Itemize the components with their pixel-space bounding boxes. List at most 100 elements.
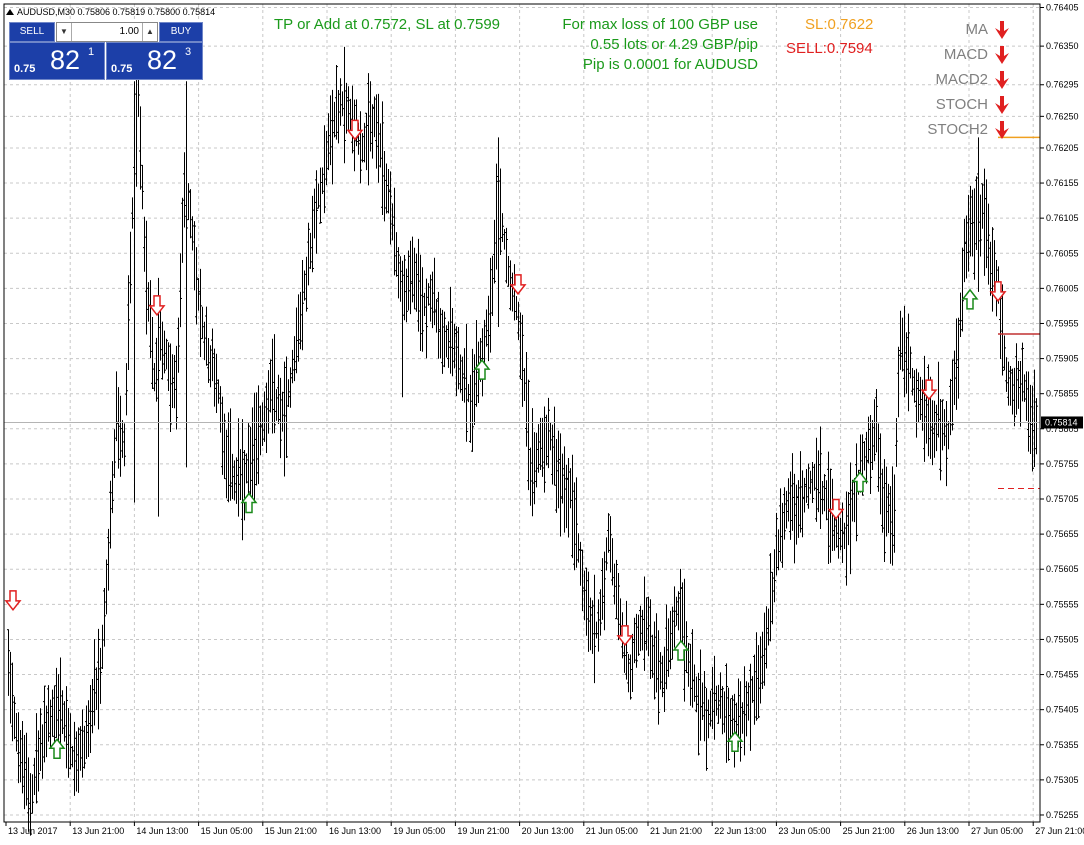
ohlc-bar xyxy=(605,537,608,571)
ohlc-bar xyxy=(651,634,654,678)
ohlc-bar xyxy=(1011,368,1014,415)
ohlc-bar xyxy=(999,288,1002,359)
ohlc-bar xyxy=(427,283,430,306)
ohlc-bar xyxy=(305,256,308,312)
ohlc-bar xyxy=(31,774,34,814)
sell-price-button[interactable]: 0.75 82 1 xyxy=(9,42,105,80)
ohlc-bar xyxy=(441,309,444,374)
risk-note-line2: 0.55 lots or 4.29 GBP/pip xyxy=(590,36,758,53)
ohlc-bar xyxy=(161,321,164,380)
chevron-up-icon[interactable]: ▲ xyxy=(142,23,157,41)
ohlc-bar xyxy=(785,490,788,529)
ohlc-bar xyxy=(91,678,94,734)
ohlc-bar xyxy=(351,85,354,154)
ohlc-bar xyxy=(445,325,448,358)
ohlc-bar xyxy=(585,567,588,636)
ohlc-bar xyxy=(963,218,966,283)
lot-size-value[interactable]: 1.00 xyxy=(119,26,139,37)
buy-signal-arrow-icon xyxy=(851,471,869,493)
ohlc-bar xyxy=(633,617,636,664)
ohlc-bar xyxy=(781,502,784,568)
ohlc-bar xyxy=(181,197,184,263)
ohlc-bar xyxy=(803,477,806,513)
ohlc-bar xyxy=(399,256,402,302)
ohlc-bar xyxy=(715,685,718,716)
ohlc-bar xyxy=(941,399,944,451)
sell-button[interactable]: SELL xyxy=(9,22,55,42)
y-tick-label: 0.75705 xyxy=(1046,494,1079,504)
ohlc-bar xyxy=(167,342,170,392)
ohlc-bar xyxy=(109,480,112,549)
y-tick-label: 0.76155 xyxy=(1046,178,1079,188)
ohlc-bar xyxy=(1017,361,1020,409)
ohlc-bar xyxy=(965,215,968,279)
ohlc-bar xyxy=(565,464,568,529)
ohlc-bar xyxy=(459,354,462,393)
ohlc-bar xyxy=(11,662,14,742)
chevron-down-icon[interactable]: ▼ xyxy=(57,23,72,41)
x-tick-label: 27 Jun 05:00 xyxy=(971,826,1023,836)
ohlc-bar xyxy=(643,576,646,671)
symbol-header: AUDUSD,M30 0.75806 0.75819 0.75800 0.758… xyxy=(6,7,215,17)
ohlc-bar xyxy=(153,363,156,392)
x-tick-label: 19 Jun 05:00 xyxy=(393,826,445,836)
ohlc-bar xyxy=(891,466,894,566)
collapse-triangle-icon[interactable] xyxy=(6,9,14,15)
buy-price-button[interactable]: 0.75 82 3 xyxy=(106,42,203,80)
ohlc-bar xyxy=(495,163,498,270)
ohlc-bar xyxy=(25,732,28,806)
ohlc-bar xyxy=(991,227,994,312)
ohlc-bar xyxy=(969,185,972,257)
ohlc-bar xyxy=(371,104,374,159)
ohlc-bar xyxy=(159,309,162,361)
ohlc-bar xyxy=(103,588,106,647)
lot-size-stepper[interactable]: ▼ 1.00 ▲ xyxy=(56,22,158,42)
ohlc-bar xyxy=(949,378,952,436)
ohlc-bar xyxy=(867,416,870,464)
ohlc-bar xyxy=(943,409,946,446)
ohlc-bar xyxy=(315,170,318,254)
ohlc-bar xyxy=(319,167,322,224)
ohlc-bar xyxy=(795,484,798,545)
x-tick-label: 20 Jun 13:00 xyxy=(522,826,574,836)
ohlc-bar xyxy=(789,471,792,540)
time-axis: 13 Jun 2017 13 Jun 21:00 14 Jun 13:00 15 Ju… xyxy=(5,822,1084,836)
ohlc-bar xyxy=(37,730,40,792)
ohlc-bar xyxy=(165,338,168,370)
ohlc-bar xyxy=(779,488,782,562)
ohlc-bar xyxy=(369,81,372,152)
sell-signal-arrow-icon xyxy=(346,119,364,141)
buy-button[interactable]: BUY xyxy=(159,22,203,42)
ohlc-bar xyxy=(601,558,604,620)
ohlc-bar xyxy=(267,370,270,434)
ohlc-bar xyxy=(725,663,728,763)
ohlc-bar xyxy=(23,735,26,810)
ohlc-bar xyxy=(631,633,634,693)
ohlc-bar xyxy=(73,721,76,796)
ohlc-bar xyxy=(491,255,494,316)
ohlc-bar xyxy=(689,643,692,706)
ohlc-bar xyxy=(189,189,192,239)
ohlc-bar xyxy=(945,400,948,487)
ohlc-bar xyxy=(673,586,676,648)
buy-price-pipette: 3 xyxy=(185,46,192,58)
ohlc-bar xyxy=(95,667,98,710)
ohlc-bar xyxy=(235,457,238,504)
ohlc-bar xyxy=(545,414,548,466)
y-tick-label: 0.75655 xyxy=(1046,529,1079,539)
ohlc-bar xyxy=(823,474,826,512)
ohlc-bar xyxy=(421,267,424,352)
ohlc-bar xyxy=(739,681,742,762)
ohlc-bar xyxy=(961,247,964,332)
ohlc-bar xyxy=(27,757,30,832)
ohlc-bar xyxy=(283,361,286,477)
ohlc-bar xyxy=(447,321,450,368)
ohlc-bar xyxy=(897,346,900,418)
ohlc-bar xyxy=(955,318,958,410)
ma-down-arrow-icon xyxy=(995,21,1009,39)
ohlc-bar xyxy=(223,413,226,480)
ohlc-bar xyxy=(503,229,506,250)
x-tick-label: 23 Jun 05:00 xyxy=(778,826,830,836)
ohlc-bar xyxy=(415,253,418,312)
